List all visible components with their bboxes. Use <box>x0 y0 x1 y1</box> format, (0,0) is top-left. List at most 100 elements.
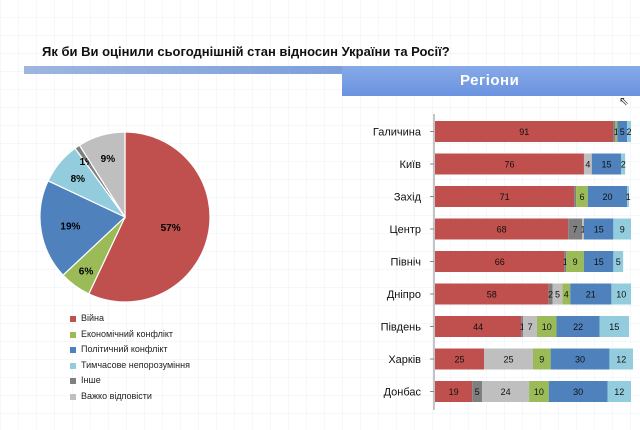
bar-data-label: 9 <box>620 225 625 235</box>
bar-data-label: 2 <box>626 127 631 137</box>
bar-segment <box>566 251 584 272</box>
pie-slice-label: 8% <box>71 174 86 185</box>
bar-data-label: 1 <box>614 127 619 137</box>
category-label: Галичина <box>373 127 422 139</box>
bar-segment <box>536 316 557 337</box>
bar-data-label: 71 <box>500 192 510 202</box>
bar-segment <box>548 381 608 402</box>
mouse-cursor-icon: ⇖ <box>619 94 630 108</box>
pie-slice-1 <box>88 131 211 303</box>
bar-data-label: 25 <box>503 355 513 365</box>
legend-label: Політичний конфлікт <box>81 344 168 354</box>
bar-data-label: 44 <box>473 322 483 332</box>
bar-data-label: 24 <box>501 387 511 397</box>
bar-segment <box>435 348 484 370</box>
bar-data-label: 1 <box>626 192 631 202</box>
bar-segment <box>529 381 549 402</box>
bar-segment <box>552 283 563 305</box>
bar-segment <box>482 381 530 402</box>
bar-data-label: 30 <box>573 387 583 397</box>
bar-segment <box>435 186 575 207</box>
bar-data-label: 76 <box>504 160 514 170</box>
bar-segment <box>583 218 614 240</box>
category-label: Центр <box>390 224 422 236</box>
bar-data-label: 5 <box>616 257 621 267</box>
bar-segment <box>562 283 571 305</box>
bar-segment <box>599 316 630 337</box>
category-label: Захід <box>394 192 422 204</box>
bar-data-label: 9 <box>539 355 544 365</box>
bar-data-label: 58 <box>487 290 497 300</box>
bar-segment <box>556 316 600 337</box>
bar-data-label: 9 <box>573 257 578 267</box>
legend-label: Війна <box>81 313 105 323</box>
legend-label: Тимчасове непорозуміння <box>81 359 190 370</box>
category-label: Північ <box>391 257 421 269</box>
bar-data-label: 5 <box>555 290 560 300</box>
region-banner: Регіони <box>342 66 640 96</box>
bar-segment <box>615 121 618 142</box>
bar-data-label: 15 <box>594 225 604 235</box>
bar-data-label: 5 <box>475 387 480 397</box>
bar-segment <box>627 186 630 207</box>
bar-data-label: 20 <box>602 192 612 202</box>
bar-data-label: 2 <box>621 160 626 170</box>
pie-slice-label: 6% <box>79 267 94 278</box>
bar-data-label: 1 <box>520 322 525 332</box>
bar-segment <box>621 153 626 175</box>
bar-data-label: 21 <box>586 290 596 300</box>
bar-segment <box>548 283 553 305</box>
bar-segment <box>570 283 612 305</box>
bar-data-label: 5 <box>620 127 625 137</box>
category-label: Харків <box>388 354 421 366</box>
bar-data-label: 15 <box>601 160 611 170</box>
bar-data-label: 10 <box>534 387 544 397</box>
bar-segment <box>568 218 582 240</box>
title-stripe <box>24 66 342 74</box>
bar-data-label: 7 <box>528 322 533 332</box>
category-label: Донбас <box>384 387 422 399</box>
bar-data-label: 7 <box>573 225 578 235</box>
bar-data-label: 2 <box>548 290 553 300</box>
bar-data-label: 10 <box>616 290 626 300</box>
bar-data-label: 15 <box>594 257 604 267</box>
bar-data-label: 6 <box>579 192 584 202</box>
pie-slice-label: 57% <box>161 223 181 234</box>
bar-segment <box>472 381 483 402</box>
pie-slice-label: 1% <box>80 157 95 168</box>
bar-data-label: 10 <box>542 322 552 332</box>
bar-segment <box>583 153 592 175</box>
pie-slice-6 <box>78 131 126 220</box>
legend-swatch <box>70 362 76 369</box>
bar-data-label: 22 <box>573 322 583 332</box>
pie-slice-label: 19% <box>60 222 80 233</box>
category-label: Південь <box>381 322 422 334</box>
bar-data-label: 25 <box>454 355 464 365</box>
bar-data-label: 12 <box>614 387 624 397</box>
bar-segment <box>609 348 633 370</box>
bar-data-label: 19 <box>449 387 459 397</box>
legend-swatch <box>70 347 76 353</box>
bar-segment <box>550 348 610 370</box>
region-banner-label: Регіони <box>460 72 520 89</box>
pie-chart: 57% 6% 19% 8% 1% 9% <box>39 131 211 303</box>
page-title: Як би Ви оцінили сьогоднішній стан відно… <box>42 44 450 59</box>
bar-data-label: 30 <box>575 355 585 365</box>
bar-segment <box>576 186 588 207</box>
bar-segment <box>435 153 584 175</box>
legend-swatch <box>70 378 76 384</box>
category-label: Дніпро <box>387 289 421 301</box>
bar-segment <box>583 251 614 272</box>
bar-segment <box>533 348 551 370</box>
bar-segment <box>435 316 522 337</box>
legend-label: Важко відповісти <box>81 390 152 401</box>
bar-segment <box>521 316 524 337</box>
bar-segment <box>435 218 569 240</box>
legend-label: Інше <box>81 375 101 385</box>
legend-label: Економічний конфлікт <box>81 328 174 339</box>
bar-segment <box>611 283 631 305</box>
bar-data-label: 91 <box>519 127 529 137</box>
bar-data-label: 4 <box>585 160 590 170</box>
bar-data-label: 1 <box>563 257 568 267</box>
bar-segment <box>582 218 584 240</box>
